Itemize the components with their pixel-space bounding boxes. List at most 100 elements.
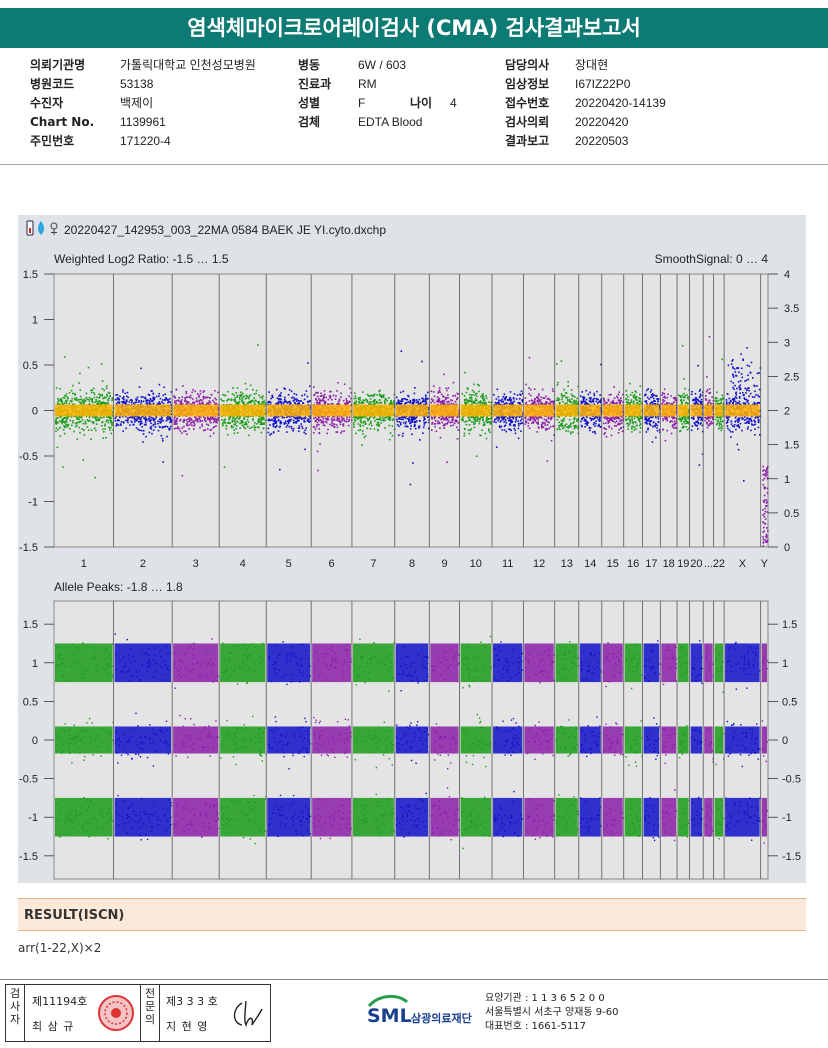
log2-point	[122, 389, 124, 391]
log2-point	[112, 415, 114, 417]
log2-point	[123, 400, 125, 403]
log2-point	[472, 416, 474, 419]
log2-point	[99, 394, 102, 396]
log2-point	[260, 420, 263, 422]
log2-point	[233, 432, 236, 435]
log2-point	[580, 424, 583, 427]
log2-point	[175, 427, 177, 430]
log2-point	[307, 420, 310, 422]
log2-point	[442, 395, 444, 398]
log2-point	[557, 381, 559, 384]
log2-point	[380, 419, 382, 421]
log2-point	[183, 425, 185, 428]
log2-point	[359, 429, 362, 431]
log2-point	[179, 418, 182, 421]
log2-point	[275, 421, 278, 424]
log2-point	[127, 421, 129, 424]
log2-point	[350, 404, 353, 406]
log2-point	[433, 391, 435, 393]
log2-point	[96, 396, 98, 398]
log2-point	[358, 401, 360, 403]
log2-point	[430, 398, 433, 400]
smooth-signal-band	[55, 404, 113, 417]
log2-point	[582, 398, 585, 400]
log2-point	[535, 403, 537, 406]
log2-point	[139, 420, 142, 422]
log2-point	[422, 432, 424, 434]
log2-point	[434, 416, 437, 418]
log2-point	[517, 420, 519, 422]
log2-point	[333, 418, 336, 421]
smooth-signal-band	[493, 404, 523, 417]
log2-point	[484, 401, 487, 404]
log2-point	[318, 423, 320, 426]
log2-point	[71, 424, 73, 427]
log2-point	[275, 424, 278, 427]
log2-point	[599, 416, 601, 419]
log2-point	[262, 422, 264, 425]
log2-point	[493, 420, 495, 423]
log2-point	[373, 403, 375, 405]
log2-point	[405, 421, 407, 423]
log2-point	[221, 419, 223, 421]
log2-point	[279, 420, 282, 422]
log2-point	[499, 403, 501, 406]
smooth-signal-band	[312, 404, 351, 417]
log2-point	[229, 416, 231, 419]
log2-point	[316, 424, 318, 426]
log2-point	[378, 402, 381, 404]
log2-point	[573, 417, 576, 419]
log2-point	[175, 402, 177, 405]
log2-point	[212, 426, 214, 429]
log2-point	[422, 399, 425, 401]
log2-point	[404, 425, 407, 428]
log2-point	[562, 420, 565, 422]
log2-point	[263, 399, 265, 402]
log2-point	[198, 396, 200, 398]
log2-point	[350, 397, 352, 400]
log2-point	[192, 401, 195, 404]
log2-point	[134, 421, 136, 423]
log2-point	[166, 435, 168, 438]
log2-point	[456, 426, 458, 429]
log2-point	[214, 390, 216, 392]
log2-point	[327, 403, 329, 405]
log2-point	[496, 417, 499, 419]
label-institution: 의뢰기관명	[30, 58, 86, 72]
log2-point	[346, 403, 348, 405]
smooth-signal-label: SmoothSignal: 0 … 4	[655, 252, 769, 266]
log2-point	[461, 418, 463, 421]
log2-point	[166, 419, 169, 421]
log2-point	[529, 388, 532, 391]
log2-point	[106, 419, 108, 422]
log2-point	[427, 408, 430, 411]
log2-point	[544, 429, 547, 431]
log2-point	[202, 401, 204, 404]
log2-point	[80, 420, 82, 423]
log2-point	[557, 397, 560, 400]
log2-point	[298, 420, 300, 422]
log2-point	[594, 417, 596, 419]
log2-point	[364, 423, 367, 425]
log2-point	[158, 401, 161, 403]
log2-point	[341, 418, 343, 420]
log2-point	[590, 417, 592, 420]
log2-point	[173, 395, 175, 397]
log2-point	[91, 416, 94, 418]
log2-point	[567, 385, 569, 387]
log2-point	[272, 396, 274, 399]
log2-point	[360, 420, 362, 423]
log2-point	[468, 432, 471, 435]
log2-point	[86, 426, 89, 428]
log2-point	[511, 420, 514, 423]
log2-point	[206, 418, 209, 420]
log2-point	[188, 424, 191, 426]
log2-point	[243, 401, 245, 404]
log2-point	[109, 429, 111, 431]
log2-point	[214, 418, 216, 420]
log2-point	[522, 422, 524, 424]
log2-point	[212, 421, 215, 424]
log2-point	[443, 424, 446, 427]
log2-point	[169, 401, 172, 404]
log2-point	[482, 403, 484, 405]
